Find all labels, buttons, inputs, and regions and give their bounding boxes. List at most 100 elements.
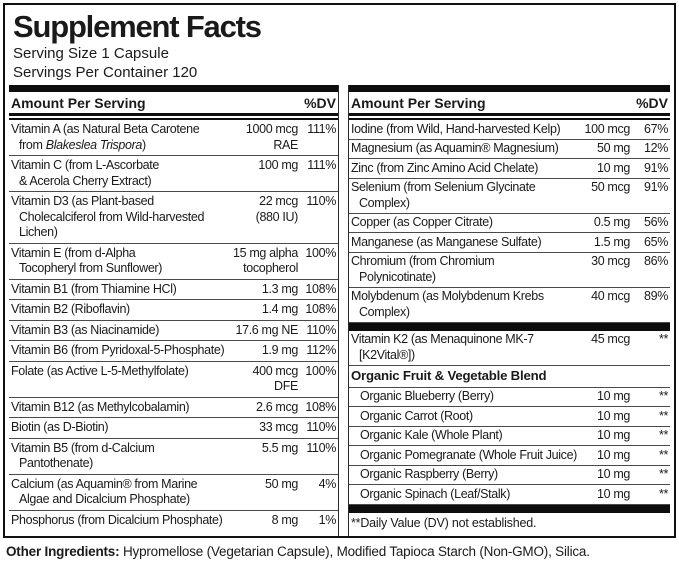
nutrient-label: Copper (as Copper Citrate) bbox=[351, 215, 493, 229]
page-title: Supplement Facts bbox=[13, 9, 262, 44]
nutrient-label: Molybdenum (as Molybdenum Krebs Complex) bbox=[351, 289, 544, 319]
left-column-header: Amount Per Serving %DV bbox=[9, 92, 338, 113]
nutrient-amount: 0.5 mg bbox=[593, 215, 630, 229]
nutrient-amount: 100 mg bbox=[258, 158, 298, 172]
nutrient-row: Biotin (as D-Biotin) 33 mcg 110% bbox=[9, 418, 338, 439]
nutrient-row: Molybdenum (as Molybdenum Krebs Complex)… bbox=[349, 288, 670, 323]
nutrient-dv-value: 108% bbox=[305, 399, 336, 414]
nutrient-label: Organic Kale (Whole Plant) bbox=[360, 428, 503, 442]
column-gap bbox=[339, 85, 348, 536]
nutrient-dv-value: 65% bbox=[644, 234, 668, 249]
nutrient-amount: 5.5 mg bbox=[261, 440, 298, 455]
dv-footnote: **Daily Value (DV) not established. bbox=[351, 515, 537, 530]
nutrient-row: Iodine (from Wild, Hand-harvested Kelp) 1… bbox=[349, 120, 670, 140]
nutrient-row: Vitamin K2 (as Menaquinone MK-7 [K2Vital… bbox=[349, 331, 670, 366]
nutrient-label-italic: Blakeslea Trispora bbox=[45, 137, 143, 152]
double-rule bbox=[349, 113, 670, 120]
right-column: Amount Per Serving %DV Iodine (from Wild… bbox=[348, 85, 670, 536]
nutrient-dv-value: ** bbox=[658, 447, 668, 462]
nutrient-label: Zinc (from Zinc Amino Acid Chelate) bbox=[351, 160, 539, 175]
nutrient-label: Organic Blueberry (Berry) bbox=[360, 389, 494, 403]
nutrient-row: Organic Raspberry (Berry) 10 mg ** bbox=[349, 466, 670, 485]
nutrient-row: Organic Spinach (Leaf/Stalk) 10 mg ** bbox=[349, 485, 670, 505]
nutrient-row: Chromium (from Chromium Polynicotinate) 3… bbox=[349, 253, 670, 288]
nutrient-row: Calcium (as Aquamin® from Marine Algae a… bbox=[9, 475, 338, 511]
nutrient-label: Vitamin B5 (from d-Calcium Pantothenate) bbox=[11, 440, 155, 471]
nutrient-dv-value: ** bbox=[658, 332, 668, 346]
nutrient-row: Vitamin B5 (from d-Calcium Pantothenate)… bbox=[9, 439, 338, 475]
nutrient-dv-value: 100% bbox=[305, 363, 336, 378]
nutrient-label: Magnesium (as Aquamin® Magnesium) bbox=[351, 141, 559, 155]
blend-section-header: Organic Fruit & Vegetable Blend bbox=[349, 366, 670, 388]
nutrient-amount: 10 mg bbox=[597, 486, 630, 501]
nutrient-row: Vitamin D3 (as Plant-based Cholecalcifer… bbox=[9, 192, 338, 244]
left-nutrient-rows: Vitamin A (as Natural Beta Carotene from… bbox=[9, 120, 338, 530]
nutrient-row: Manganese (as Manganese Sulfate) 1.5 mg 65… bbox=[349, 233, 670, 253]
nutrient-row: Vitamin B6 (from Pyridoxal-5-Phosphate) 1… bbox=[9, 341, 338, 362]
other-ingredients: Other Ingredients: Hypromellose (Vegetar… bbox=[6, 543, 674, 560]
thick-divider bbox=[9, 85, 338, 92]
column-header-dv: %DV bbox=[636, 95, 668, 111]
nutrient-row: Vitamin B2 (Riboflavin) 1.4 mg 108% bbox=[9, 300, 338, 321]
column-header-amount: Amount Per Serving bbox=[11, 95, 146, 111]
nutrient-amount: 45 mcg bbox=[591, 332, 630, 346]
nutrient-label: Vitamin B12 (as Methylcobalamin) bbox=[11, 399, 190, 414]
nutrient-amount: 50 mg bbox=[597, 141, 630, 155]
nutrient-dv-value: 91% bbox=[644, 180, 668, 194]
other-ingredients-label: Other Ingredients: bbox=[6, 544, 120, 559]
nutrient-dv-value: 111% bbox=[307, 158, 336, 172]
nutrient-label: Iodine (from Wild, Hand-harvested Kelp) bbox=[351, 121, 561, 136]
nutrient-dv-value: 108% bbox=[305, 302, 336, 316]
nutrient-dv-value: 108% bbox=[305, 281, 336, 296]
nutrient-label: Vitamin A (as Natural Beta Carotene from… bbox=[11, 122, 240, 153]
serving-size: Serving Size 1 Capsule bbox=[13, 45, 169, 62]
nutrient-dv-value: ** bbox=[658, 486, 668, 501]
nutrient-amount: 50 mcg bbox=[591, 180, 630, 194]
nutrient-label: Manganese (as Manganese Sulfate) bbox=[351, 234, 542, 249]
nutrient-label: Vitamin D3 (as Plant-based Cholecalcifer… bbox=[11, 194, 205, 239]
nutrient-dv-value: 89% bbox=[644, 289, 668, 303]
panel-header: Supplement Facts Serving Size 1 Capsule … bbox=[5, 5, 674, 82]
nutrient-dv-value: 110% bbox=[306, 440, 336, 455]
column-header-amount: Amount Per Serving bbox=[351, 95, 486, 111]
nutrient-label: Organic Pomegranate (Whole Fruit Juice) bbox=[360, 447, 577, 462]
nutrient-label: Vitamin B1 (from Thiamine HCl) bbox=[11, 281, 177, 296]
left-column: Amount Per Serving %DV Vitamin A (as Nat… bbox=[9, 85, 339, 536]
nutrient-dv-value: 112% bbox=[306, 343, 336, 357]
nutrient-dv-value: ** bbox=[658, 408, 668, 423]
nutrient-label: Vitamin B2 (Riboflavin) bbox=[11, 302, 130, 316]
nutrient-amount: 100 mcg bbox=[584, 121, 631, 136]
nutrient-label: Folate (as Active L-5-Methylfolate) bbox=[11, 363, 189, 378]
nutrient-row: Magnesium (as Aquamin® Magnesium) 50 mg 12… bbox=[349, 140, 670, 159]
nutrient-amount: 30 mcg bbox=[591, 254, 630, 268]
nutrient-row: Vitamin E (from d-Alpha Tocopheryl from … bbox=[9, 244, 338, 280]
nutrient-label: Phosphorus (from Dicalcium Phosphate) bbox=[11, 512, 223, 527]
nutrient-amount: 10 mg bbox=[597, 467, 630, 481]
nutrient-row: Organic Pomegranate (Whole Fruit Juice) 1… bbox=[349, 446, 670, 466]
nutrient-row: Selenium (from Selenium Glycinate Comple… bbox=[349, 179, 670, 214]
nutrient-label-text: ) bbox=[142, 137, 146, 152]
nutrient-amount: 17.6 mg NE bbox=[235, 322, 298, 337]
nutrient-row: Organic Carrot (Root) 10 mg ** bbox=[349, 407, 670, 427]
nutrient-amount: 1.5 mg bbox=[593, 234, 630, 249]
thick-divider bbox=[349, 504, 670, 513]
nutrient-row: Copper (as Copper Citrate) 0.5 mg 56% bbox=[349, 214, 670, 233]
column-header-dv: %DV bbox=[304, 95, 336, 111]
thick-divider bbox=[349, 322, 670, 331]
nutrient-row: Organic Kale (Whole Plant) 10 mg ** bbox=[349, 427, 670, 446]
nutrient-label: Biotin (as D-Biotin) bbox=[11, 420, 109, 434]
nutrient-dv-value: 100% bbox=[305, 245, 336, 260]
nutrient-row: Vitamin B1 (from Thiamine HCl) 1.3 mg 108% bbox=[9, 280, 338, 300]
supplement-facts-panel: Supplement Facts Serving Size 1 Capsule … bbox=[3, 3, 676, 538]
right-column-header: Amount Per Serving %DV bbox=[349, 92, 670, 113]
nutrient-amount: 10 mg bbox=[597, 408, 630, 423]
nutrient-dv-value: ** bbox=[658, 467, 668, 481]
nutrient-dv-value: 1% bbox=[318, 512, 337, 527]
nutrient-row: Organic Blueberry (Berry) 10 mg ** bbox=[349, 388, 670, 407]
nutrient-row: Vitamin A (as Natural Beta Carotene from… bbox=[9, 120, 338, 156]
nutrient-label: Vitamin E (from d-Alpha Tocopheryl from … bbox=[11, 245, 163, 276]
nutrient-amount: 1.4 mg bbox=[261, 302, 298, 316]
nutrient-dv-value: ** bbox=[658, 428, 668, 442]
nutrient-dv-value: 4% bbox=[318, 476, 337, 491]
